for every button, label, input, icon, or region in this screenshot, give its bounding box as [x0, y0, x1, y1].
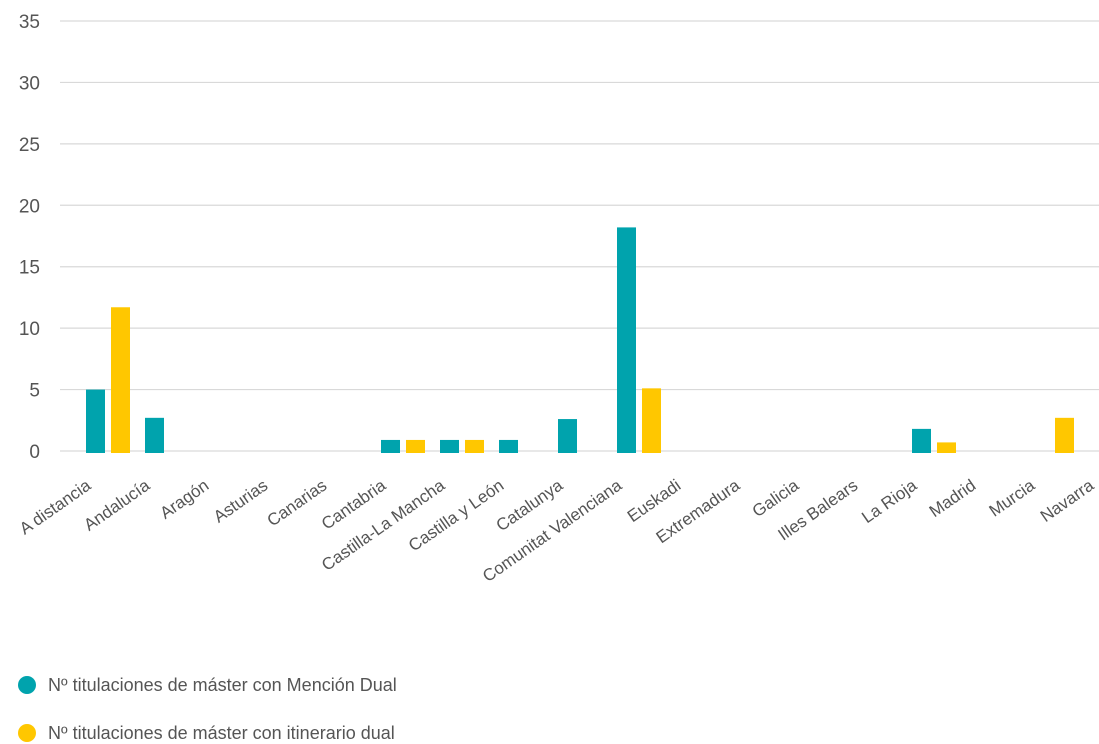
x-category-label: Murcia — [986, 475, 1039, 520]
y-tick-label: 25 — [19, 135, 40, 156]
bar-mencion-dual — [145, 417, 164, 453]
y-tick-label: 5 — [29, 381, 40, 402]
x-category-label: A distancia — [16, 475, 95, 538]
bar-mencion-dual — [440, 439, 459, 453]
legend-label-mencion-dual: Nº titulaciones de máster con Mención Du… — [48, 674, 397, 695]
x-category-label: Andalucía — [80, 475, 153, 534]
y-tick-label: 30 — [19, 73, 40, 94]
bar-itinerario-dual — [937, 442, 956, 453]
x-category-label: Aragón — [156, 476, 212, 523]
x-category-label: La Rioja — [858, 475, 920, 527]
y-tick-label: 10 — [19, 319, 40, 340]
y-tick-label: 35 — [19, 12, 40, 33]
legend-label-itinerario-dual: Nº titulaciones de máster con itinerario… — [48, 722, 395, 743]
bar-mencion-dual — [617, 227, 636, 453]
gridlines — [60, 20, 1099, 452]
legend: Nº titulaciones de máster con Mención Du… — [18, 674, 397, 696]
bar-itinerario-dual — [111, 307, 130, 453]
y-axis: 0 5 10 15 20 25 30 35 — [19, 12, 40, 463]
y-tick-label: 15 — [19, 258, 40, 279]
bar-mencion-dual — [912, 428, 931, 453]
bar-mencion-dual — [558, 419, 577, 453]
y-tick-label: 0 — [29, 442, 40, 463]
bar-itinerario-dual — [406, 439, 425, 453]
bars — [86, 227, 1074, 453]
bar-itinerario-dual — [465, 439, 484, 453]
bar-itinerario-dual — [642, 388, 661, 453]
bar-mencion-dual — [499, 439, 518, 453]
x-category-label: Asturias — [210, 476, 271, 527]
legend-item-itinerario-dual: Nº titulaciones de máster con itinerario… — [18, 722, 395, 744]
y-tick-label: 20 — [19, 196, 40, 217]
bar-mencion-dual — [86, 389, 105, 453]
x-category-label: Navarra — [1037, 475, 1098, 526]
legend-swatch-mencion-dual — [18, 676, 36, 694]
bar-itinerario-dual — [1055, 417, 1074, 453]
x-category-label: Madrid — [926, 476, 979, 521]
bar-mencion-dual — [381, 439, 400, 453]
legend-item-mencion-dual: Nº titulaciones de máster con Mención Du… — [18, 674, 397, 696]
legend-swatch-itinerario-dual — [18, 724, 36, 742]
legend-2: Nº titulaciones de máster con itinerario… — [18, 722, 395, 744]
